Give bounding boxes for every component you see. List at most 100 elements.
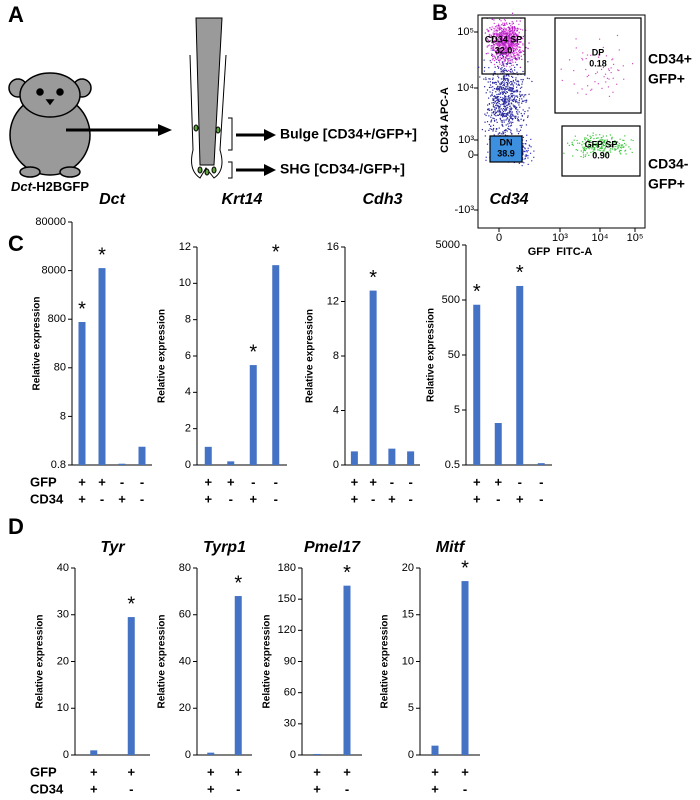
event-dot <box>506 91 509 93</box>
event-dot <box>498 86 500 88</box>
event-dot <box>588 74 590 76</box>
event-dot <box>500 35 502 37</box>
event-dot <box>498 60 500 62</box>
event-dot <box>487 30 489 32</box>
event-dot <box>499 32 501 34</box>
event-dot <box>490 95 492 97</box>
event-dot <box>506 33 508 35</box>
event-dot <box>500 33 503 35</box>
event-dot <box>513 47 516 50</box>
event-dot <box>510 42 513 44</box>
event-dot <box>490 47 492 49</box>
event-dot <box>505 38 507 40</box>
event-dot <box>584 145 586 148</box>
event-dot <box>520 94 522 96</box>
event-dot <box>502 125 504 127</box>
event-dot <box>516 30 518 32</box>
event-dot <box>505 115 507 117</box>
event-dot <box>518 111 520 113</box>
event-dot <box>507 37 509 39</box>
event-dot <box>608 143 610 146</box>
event-dot <box>506 130 508 132</box>
event-dot <box>515 47 517 49</box>
event-dot <box>511 12 514 14</box>
event-dot <box>499 83 501 85</box>
event-dot <box>495 39 497 41</box>
event-dot <box>506 91 508 93</box>
event-dot <box>492 117 494 119</box>
event-dot <box>514 105 516 107</box>
event-dot <box>616 83 618 85</box>
event-dot <box>495 104 497 106</box>
event-dot <box>496 34 499 36</box>
event-dot <box>604 147 607 149</box>
event-dot <box>504 79 507 81</box>
event-dot <box>613 141 615 143</box>
event-dot <box>496 54 498 56</box>
event-dot <box>493 95 495 98</box>
event-dot <box>597 137 599 139</box>
x-tick-label: 10⁵ <box>627 232 644 244</box>
event-dot <box>504 106 506 108</box>
event-dot <box>617 69 619 71</box>
event-dot <box>599 143 602 145</box>
event-dot <box>577 92 579 94</box>
event-dot <box>522 154 524 156</box>
event-dot <box>499 84 501 86</box>
condition-sign: - <box>390 474 394 489</box>
condition-sign: + <box>388 491 396 506</box>
y-tick-label: 12 <box>179 241 191 253</box>
event-dot <box>487 39 490 41</box>
event-dot <box>506 57 508 59</box>
event-dot <box>617 146 619 149</box>
event-dot <box>505 75 507 77</box>
condition-sign: - <box>496 491 500 506</box>
event-dot <box>593 144 595 146</box>
chart-title: Cd34 <box>489 191 528 208</box>
event-dot <box>493 46 495 48</box>
event-dot <box>598 141 601 143</box>
event-dot <box>499 111 501 113</box>
event-dot <box>519 87 522 89</box>
event-dot <box>523 53 525 56</box>
event-dot <box>493 113 495 116</box>
event-dot <box>514 50 516 52</box>
condition-sign: + <box>351 474 359 489</box>
event-dot <box>493 127 495 130</box>
event-dot <box>619 152 621 154</box>
event-dot <box>602 139 604 141</box>
event-dot <box>496 33 498 35</box>
event-dot <box>509 111 511 113</box>
event-dot <box>509 66 511 68</box>
event-dot <box>492 124 495 126</box>
event-dot <box>504 91 506 94</box>
event-dot <box>614 149 616 151</box>
event-dot <box>594 81 596 83</box>
bar <box>350 451 358 465</box>
event-dot <box>591 146 593 148</box>
event-dot <box>516 80 518 83</box>
event-dot <box>492 104 495 106</box>
event-dot <box>486 143 489 145</box>
bar <box>98 268 106 465</box>
event-dot <box>514 57 516 59</box>
event-dot <box>600 143 603 145</box>
event-dot <box>502 64 505 66</box>
event-dot <box>515 35 517 37</box>
event-dot <box>496 103 498 105</box>
arrow-head <box>264 129 276 141</box>
event-dot <box>519 52 521 54</box>
event-dot <box>592 150 594 153</box>
event-dot <box>492 81 494 84</box>
event-dot <box>478 66 480 68</box>
event-dot <box>499 86 501 88</box>
row-label: CD34 <box>30 491 64 506</box>
bar <box>407 451 415 465</box>
condition-sign: - <box>463 781 467 796</box>
event-dot <box>613 144 615 146</box>
event-dot <box>502 31 504 33</box>
event-dot <box>502 52 504 54</box>
event-dot <box>511 75 513 78</box>
event-dot <box>496 41 498 43</box>
event-dot <box>608 78 610 80</box>
